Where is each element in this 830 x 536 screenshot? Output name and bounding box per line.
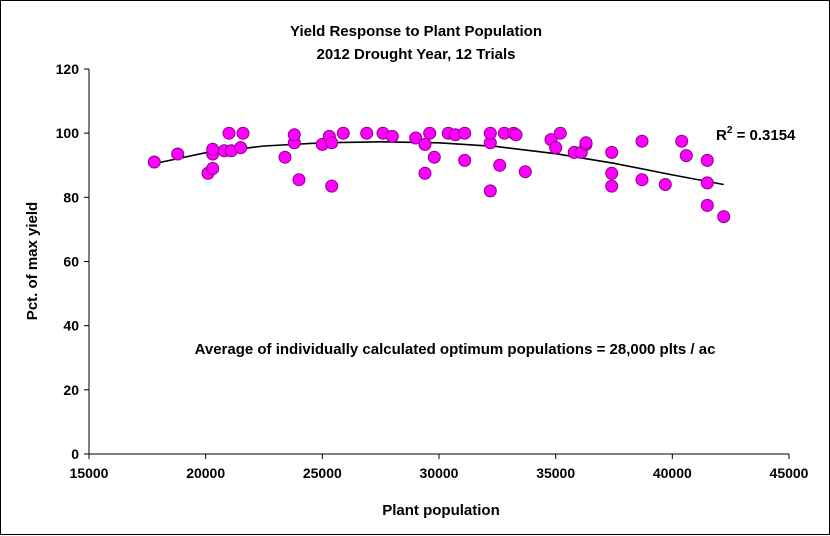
data-point <box>423 126 437 140</box>
r-squared-r: R <box>716 127 727 144</box>
x-tick-label: 45000 <box>770 465 809 481</box>
optimum-annotation: Average of individually calculated optim… <box>195 341 716 358</box>
data-point <box>675 134 689 148</box>
y-tick-label: 40 <box>63 318 79 334</box>
data-point <box>700 176 714 190</box>
x-tick-label: 20000 <box>186 465 225 481</box>
data-point <box>418 166 432 180</box>
x-tick-label: 30000 <box>420 465 459 481</box>
chart-subtitle: 2012 Drought Year, 12 Trials <box>317 46 516 63</box>
data-point <box>418 137 432 151</box>
data-point <box>458 126 472 140</box>
data-point <box>385 129 399 143</box>
data-point <box>605 166 619 180</box>
data-point <box>605 145 619 159</box>
x-tick-label: 40000 <box>653 465 692 481</box>
data-point <box>717 210 731 224</box>
x-tick-label: 35000 <box>536 465 575 481</box>
data-point <box>553 126 567 140</box>
data-points <box>147 126 731 224</box>
data-point <box>360 126 374 140</box>
y-tick-label: 120 <box>56 61 80 77</box>
data-point <box>579 136 593 150</box>
data-point <box>236 126 250 140</box>
data-point <box>336 126 350 140</box>
data-point <box>325 136 339 150</box>
x-tick-label: 15000 <box>70 465 109 481</box>
r-squared-value: = 0.3154 <box>732 127 796 144</box>
data-point <box>635 134 649 148</box>
data-point <box>292 173 306 187</box>
data-point <box>325 179 339 193</box>
chart-title: Yield Response to Plant Population <box>290 23 542 40</box>
x-tick-label: 25000 <box>303 465 342 481</box>
data-point <box>427 150 441 164</box>
y-tick-label: 80 <box>63 189 79 205</box>
data-point <box>147 155 161 169</box>
data-point <box>171 147 185 161</box>
data-point <box>458 153 472 167</box>
data-point <box>483 126 497 140</box>
data-point <box>278 150 292 164</box>
r-squared-superscript: 2 <box>727 125 733 136</box>
x-axis-label: Plant population <box>382 502 500 519</box>
y-tick-label: 0 <box>71 446 79 462</box>
y-tick-label: 100 <box>56 125 80 141</box>
data-point <box>679 149 693 163</box>
data-point <box>206 142 220 156</box>
data-point <box>549 141 563 155</box>
y-tick-label: 20 <box>63 382 79 398</box>
tick-labels: 0 20 40 60 80 100 120 15000 20000 25000 30000 35000… <box>56 61 809 481</box>
y-tick-label: 60 <box>63 254 79 270</box>
data-point <box>635 173 649 187</box>
data-point <box>605 179 619 193</box>
axes <box>84 68 790 459</box>
data-point <box>493 158 507 172</box>
data-point <box>518 165 532 179</box>
data-point <box>700 198 714 212</box>
data-point <box>483 184 497 198</box>
data-point <box>509 128 523 142</box>
data-point <box>409 131 423 145</box>
data-point <box>222 126 236 140</box>
data-point <box>234 141 248 155</box>
data-point <box>287 128 301 142</box>
data-point <box>700 153 714 167</box>
data-point <box>658 178 672 191</box>
data-point <box>206 162 220 175</box>
r-squared-label: R2 = 0.3154 <box>716 125 796 144</box>
y-axis-label: Pct. of max yield <box>24 202 41 320</box>
